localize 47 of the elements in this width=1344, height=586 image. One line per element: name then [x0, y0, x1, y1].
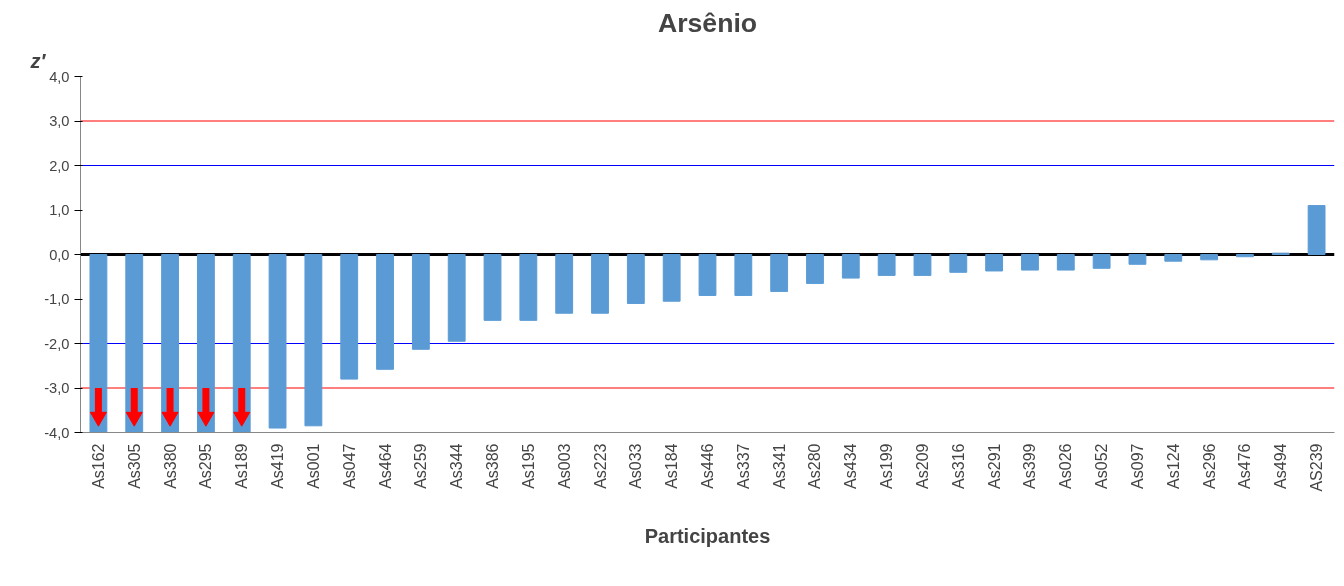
- x-tick-label: As189: [233, 443, 251, 489]
- x-tick-label: As209: [913, 443, 931, 489]
- x-tick-label: As052: [1093, 443, 1111, 489]
- x-tick-label: As124: [1164, 443, 1182, 489]
- x-tick-label: As223: [591, 443, 609, 489]
- x-tick-label: As337: [734, 443, 752, 489]
- x-tick-label: As305: [125, 443, 143, 489]
- x-tick-label: As291: [985, 443, 1003, 489]
- y-tick-label: 2,0: [49, 157, 70, 174]
- y-axis-title: z′: [29, 49, 47, 72]
- x-tick-label: As316: [949, 443, 967, 489]
- x-tick-label: As476: [1236, 443, 1254, 489]
- x-tick-label: As259: [412, 443, 430, 489]
- x-tick-label: As464: [376, 443, 394, 489]
- y-tick-label: 3,0: [49, 113, 70, 129]
- x-tick-label: As184: [663, 443, 681, 489]
- y-tick-label: -1,0: [44, 291, 70, 307]
- x-tick-label: As296: [1200, 443, 1218, 489]
- x-tick-label: As344: [448, 443, 466, 489]
- x-tick-label: As341: [770, 443, 788, 489]
- x-tick-label: AS239: [1308, 443, 1326, 492]
- x-axis-title: Participantes: [644, 524, 771, 547]
- x-tick-label: As199: [878, 443, 896, 489]
- x-tick-label: As386: [484, 443, 502, 489]
- y-tick-label: 0,0: [49, 246, 70, 263]
- x-tick-label: As380: [161, 443, 179, 489]
- x-tick-label: As295: [197, 443, 215, 489]
- x-tick-label: As419: [269, 443, 287, 489]
- y-tick-label: -4,0: [44, 424, 70, 441]
- y-tick-label: -3,0: [44, 380, 70, 396]
- y-tick-label: 1,0: [49, 202, 70, 218]
- x-tick-label: As033: [627, 443, 645, 489]
- x-tick-label: As494: [1272, 443, 1290, 489]
- x-tick-label: As280: [806, 443, 824, 489]
- x-tick-label: As047: [340, 443, 358, 489]
- x-tick-label: As446: [699, 443, 716, 489]
- y-tick-label: 4,0: [49, 68, 70, 85]
- x-tick-label: As026: [1057, 443, 1075, 489]
- x-tick-label: As195: [519, 443, 537, 489]
- x-tick-label: As003: [555, 443, 573, 489]
- chart-title: Arsênio: [657, 7, 758, 38]
- x-tick-label: As097: [1128, 443, 1146, 489]
- x-tick-label: As162: [89, 443, 107, 489]
- y-tick-label: -2,0: [44, 335, 70, 352]
- x-tick-label: As399: [1021, 443, 1039, 489]
- x-tick-label: As434: [842, 443, 860, 489]
- x-tick-label: As001: [304, 443, 322, 489]
